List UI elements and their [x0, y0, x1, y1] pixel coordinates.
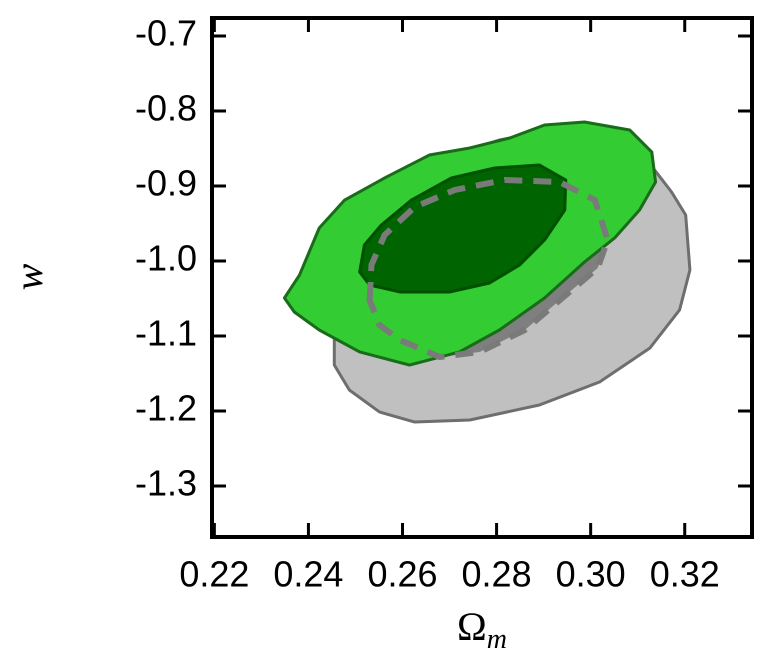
x-tick-label: 0.28: [462, 554, 532, 595]
y-tick-label: -1.0: [135, 238, 197, 279]
y-tick-label: -1.3: [135, 463, 197, 504]
y-tick-label: -1.1: [135, 313, 197, 354]
x-tick-label: 0.24: [273, 554, 343, 595]
x-label-text: Ω: [457, 604, 487, 649]
y-tick-label: -0.7: [135, 13, 197, 54]
y-tick-label: -0.8: [135, 88, 197, 129]
plot-area: [282, 120, 692, 424]
x-tick-label: 0.30: [556, 554, 626, 595]
x-axis-label: Ωm: [457, 604, 507, 655]
y-tick-label: -1.2: [135, 388, 197, 429]
x-tick-label: 0.26: [367, 554, 437, 595]
x-label-subscript: m: [487, 624, 507, 655]
confidence-region: [358, 163, 568, 294]
confidence-outline: [366, 177, 611, 360]
x-tick-label: 0.22: [179, 554, 249, 595]
x-tick-label: 0.32: [650, 554, 720, 595]
plot-frame: [210, 16, 754, 539]
axes: 0.22 0.24 0.26 0.28 0.30 0.32 -0.7 -0.8 -0.9 -1.0…: [135, 13, 754, 595]
y-axis-label: w: [6, 263, 51, 290]
y-tick-label: -0.9: [135, 163, 197, 204]
